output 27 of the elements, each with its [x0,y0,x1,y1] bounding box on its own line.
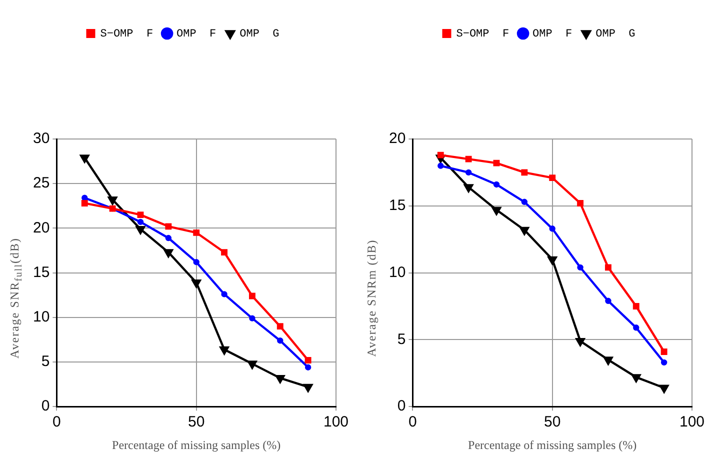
y-tick-label: 5 [397,330,406,348]
legend-label: OMP F [532,28,572,40]
y-axis-title: Average SNRm (dB) [364,239,380,357]
y-tick-label: 0 [397,398,406,415]
x-axis-title: Percentage of missing samples (%) [112,438,281,452]
legend-label: OMP G [240,28,280,40]
x-tick-label: 0 [52,414,61,431]
y-tick-label: 0 [41,398,50,415]
legend-label: OMP F [176,28,216,40]
legend-label: OMP G [596,28,636,40]
y-tick-label: 10 [388,264,406,281]
legend-label: S−OMP F [456,28,510,40]
x-tick-label: 100 [323,414,349,431]
y-tick-label: 15 [32,264,50,281]
y-tick-label: 30 [32,130,50,148]
x-tick-label: 50 [544,414,561,431]
y-tick-label: 15 [388,197,406,214]
legend-label: S−OMP F [100,28,154,40]
y-tick-label: 20 [32,219,50,236]
y-tick-label: 10 [32,308,50,326]
x-axis-title: Percentage of missing samples (%) [468,438,637,452]
y-tick-label: 25 [32,174,50,192]
y-tick-label: 5 [41,353,50,370]
x-tick-label: 0 [408,414,417,431]
y-tick-label: 20 [388,130,406,148]
x-tick-label: 50 [188,414,205,431]
x-tick-label: 100 [679,414,705,431]
